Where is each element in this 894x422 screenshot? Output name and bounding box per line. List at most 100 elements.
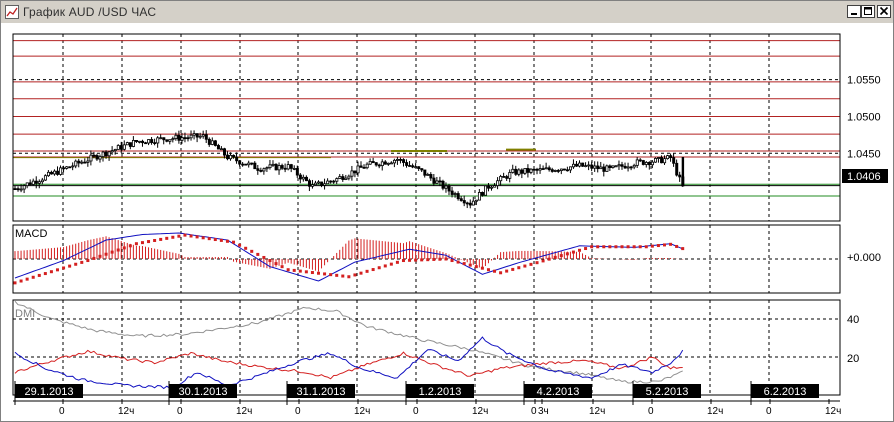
macd-signal-point <box>317 271 320 275</box>
candle-body <box>195 133 199 138</box>
candle-body <box>405 162 409 166</box>
current-price-box <box>842 169 888 183</box>
macd-signal-point <box>590 245 594 249</box>
close-button[interactable] <box>877 5 891 18</box>
candle-body <box>101 151 105 158</box>
candle-body <box>59 167 63 175</box>
candle-body <box>383 161 387 165</box>
candle-body <box>223 148 227 156</box>
candle-body <box>292 168 296 170</box>
x-tick-label: 0 <box>766 406 772 417</box>
candle-body <box>216 145 220 150</box>
candle-body <box>675 162 679 176</box>
price-grid <box>13 34 840 221</box>
candle-body <box>37 181 41 184</box>
macd-signal-point <box>505 269 509 273</box>
price-levels <box>13 40 840 197</box>
price-panel: 1.0550 1.0500 1.0450 1.0406 <box>12 33 888 222</box>
candle-body <box>19 188 23 191</box>
macd-signal-point <box>529 262 533 266</box>
macd-signal-point <box>426 258 430 262</box>
macd-signal-point <box>140 241 144 245</box>
macd-signal-point <box>256 252 260 256</box>
candle-body <box>644 162 648 165</box>
candle-body <box>611 165 615 168</box>
candle-body <box>356 165 360 174</box>
candle-body <box>74 160 78 167</box>
macd-signal-point <box>371 268 375 272</box>
x-tick-label: 3ч <box>538 406 549 417</box>
date-label: 31.1.2013 <box>297 386 346 398</box>
candle-body <box>326 180 330 185</box>
candle-body <box>556 170 560 172</box>
macd-signal-point <box>92 256 96 260</box>
candle-body <box>544 167 548 170</box>
candle-body <box>280 165 284 169</box>
macd-signal-point <box>19 279 23 283</box>
macd-signal-point <box>578 248 582 252</box>
candle-body <box>623 165 627 169</box>
candle-body <box>593 165 597 169</box>
x-tick-label: 0 <box>648 406 654 417</box>
date-label-box <box>406 384 474 398</box>
candle-body <box>323 183 327 186</box>
candle-body <box>40 179 44 183</box>
candle-body <box>380 161 384 167</box>
x-tick-label: 12ч <box>472 406 488 417</box>
macd-signal-point <box>238 243 242 247</box>
minimize-button[interactable] <box>847 5 861 18</box>
candle-body <box>575 163 579 167</box>
macd-signal-point <box>559 254 563 258</box>
macd-signal-point <box>13 281 17 285</box>
candle-body <box>83 161 87 164</box>
candle-body <box>617 164 621 167</box>
candle-body <box>635 159 639 166</box>
candle-body <box>529 168 533 173</box>
macd-signal-point <box>541 259 545 263</box>
candle-body <box>150 139 154 144</box>
macd-signal-point <box>183 233 187 237</box>
macd-title: MACD <box>15 228 47 240</box>
macd-signal-point <box>25 277 29 281</box>
candle-body <box>493 185 497 188</box>
macd-signal-point <box>153 238 157 242</box>
candle-body <box>116 145 120 150</box>
dmi-tick-20: 20 <box>847 353 859 365</box>
candle-body <box>471 200 475 206</box>
macd-signal-point <box>608 245 612 249</box>
macd-signal-point <box>329 273 333 277</box>
macd-signal-point <box>480 266 484 270</box>
minus-di-line <box>14 349 683 380</box>
candle-body <box>480 192 484 196</box>
date-label-box <box>15 384 83 398</box>
candle-body <box>250 162 254 165</box>
title-bar[interactable]: График AUD /USD ЧАС <box>1 1 893 24</box>
macd-signal-point <box>596 245 600 249</box>
macd-signal-point <box>389 262 393 266</box>
candle-body <box>131 140 135 147</box>
minimize-icon <box>851 13 857 15</box>
candle-body <box>517 169 521 175</box>
candle-body <box>320 181 324 186</box>
candle-body <box>180 137 184 141</box>
candle-body <box>408 165 412 167</box>
candle-body <box>104 151 108 157</box>
candle-body <box>31 180 35 185</box>
candle-body <box>438 180 442 183</box>
macd-signal-point <box>43 272 47 276</box>
candle-body <box>265 167 269 170</box>
candle-body <box>359 165 363 168</box>
price-y-axis: 1.0550 1.0500 1.0450 <box>847 75 881 161</box>
candle-body <box>362 166 366 169</box>
macd-signal-point <box>147 240 151 244</box>
candle-body <box>147 139 151 144</box>
macd-signal-point <box>310 271 314 275</box>
candle-body <box>43 175 47 181</box>
maximize-button[interactable] <box>861 5 875 18</box>
macd-signal-point <box>286 268 290 272</box>
candle-body <box>450 190 454 195</box>
macd-signal-point <box>553 255 557 259</box>
candle-body <box>268 164 272 169</box>
macd-signal-point <box>632 245 636 249</box>
